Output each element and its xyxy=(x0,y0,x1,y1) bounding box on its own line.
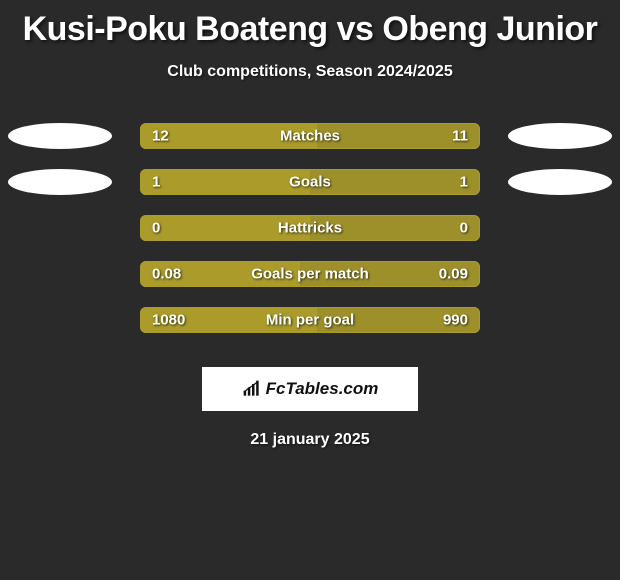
stats-container: 1211Matches11Goals00Hattricks0.080.09Goa… xyxy=(0,113,620,343)
bar-right xyxy=(310,169,480,195)
value-left: 12 xyxy=(152,128,169,145)
stat-row: 1080 990 Min per goal xyxy=(0,297,620,343)
player-oval-right xyxy=(508,169,612,195)
value-right: 11 xyxy=(452,128,468,145)
stat-row: 1 1 Goals xyxy=(0,159,620,205)
value-left: 1080 xyxy=(152,312,185,329)
metric-label: Goals per match xyxy=(251,266,369,283)
value-left: 1 xyxy=(152,174,160,191)
value-left: 0 xyxy=(152,220,160,237)
stat-row: 0.08 0.09 Goals per match xyxy=(0,251,620,297)
logo-text: FcTables.com xyxy=(266,379,379,399)
bar-track: 1 1 Goals xyxy=(140,169,480,195)
bar-left xyxy=(140,169,310,195)
metric-label: Hattricks xyxy=(278,220,342,237)
bar-track: 1080 990 Min per goal xyxy=(140,307,480,333)
stat-row: 0 0 Hattricks xyxy=(0,205,620,251)
value-left: 0.08 xyxy=(152,266,181,283)
metric-label: Goals xyxy=(289,174,331,191)
barchart-icon xyxy=(242,379,262,399)
date-label: 21 january 2025 xyxy=(0,431,620,449)
bar-track: 12 11 Matches xyxy=(140,123,480,149)
value-right: 0.09 xyxy=(439,266,468,283)
page-title: Kusi-Poku Boateng vs Obeng Junior xyxy=(0,0,620,49)
value-right: 1 xyxy=(460,174,468,191)
player-oval-left xyxy=(8,123,112,149)
stat-row: 12 11 Matches xyxy=(0,113,620,159)
value-right: 990 xyxy=(443,312,468,329)
bar-track: 0 0 Hattricks xyxy=(140,215,480,241)
value-right: 0 xyxy=(460,220,468,237)
subtitle: Club competitions, Season 2024/2025 xyxy=(0,63,620,81)
logo-box: FcTables.com xyxy=(202,367,418,411)
metric-label: Matches xyxy=(280,128,340,145)
player-oval-right xyxy=(508,123,612,149)
player-oval-left xyxy=(8,169,112,195)
metric-label: Min per goal xyxy=(266,312,354,329)
bar-track: 0.08 0.09 Goals per match xyxy=(140,261,480,287)
